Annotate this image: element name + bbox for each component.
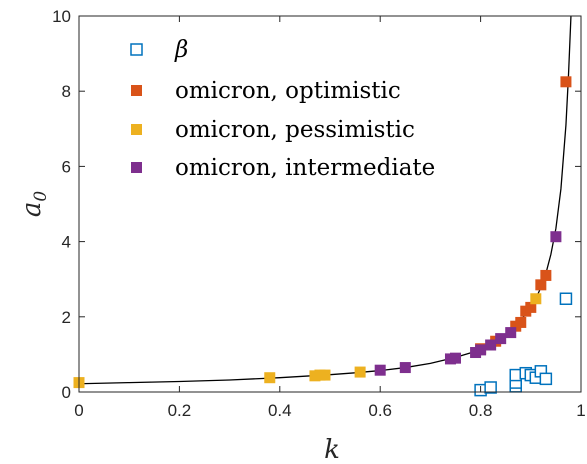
legend-marker-beta bbox=[130, 43, 143, 56]
fit-curve-layer bbox=[79, 16, 572, 385]
legend-marker-intermediate bbox=[131, 162, 142, 173]
legend: β omicron, optimistic omicron, pessimist… bbox=[130, 37, 435, 181]
x-tick-label: 0.8 bbox=[469, 401, 493, 420]
data-point-beta bbox=[559, 292, 573, 305]
fit-curve-line bbox=[79, 16, 572, 385]
y-tick-label: 2 bbox=[62, 308, 71, 327]
y-tick-label: 10 bbox=[52, 7, 71, 26]
legend-label-intermediate: omicron, intermediate bbox=[175, 155, 435, 181]
data-point-intermediate bbox=[505, 327, 517, 339]
data-point-pessimistic bbox=[264, 372, 276, 384]
data-point-pessimistic bbox=[319, 369, 331, 381]
plot-frame bbox=[78, 15, 582, 393]
x-axis-title: k bbox=[324, 435, 340, 464]
data-point-intermediate bbox=[485, 339, 497, 351]
data-point-optimistic bbox=[540, 269, 552, 281]
x-tick-label: 0.6 bbox=[368, 401, 392, 420]
data-points-layer bbox=[73, 76, 573, 397]
data-point-beta bbox=[539, 372, 553, 386]
axis-ticks bbox=[78, 15, 582, 393]
data-point-pessimistic bbox=[530, 293, 542, 305]
y-tick-label: 6 bbox=[62, 157, 71, 176]
y-tick-label: 0 bbox=[62, 383, 71, 402]
y-axis-title-base: a bbox=[17, 202, 47, 218]
data-point-optimistic bbox=[560, 76, 572, 88]
y-axis-title: a0 bbox=[17, 191, 51, 218]
legend-marker-optimistic bbox=[131, 85, 142, 96]
legend-label-optimistic: omicron, optimistic bbox=[175, 78, 401, 104]
x-tick-label: 0.2 bbox=[168, 401, 192, 420]
legend-marker-pessimistic bbox=[131, 124, 142, 135]
x-tick-label: 1 bbox=[576, 401, 585, 420]
data-point-optimistic bbox=[515, 316, 527, 328]
y-axis-title-subscript: 0 bbox=[31, 191, 51, 202]
data-point-beta bbox=[484, 381, 497, 394]
data-point-optimistic bbox=[525, 301, 537, 313]
y-tick-label: 8 bbox=[62, 82, 71, 101]
data-point-intermediate bbox=[495, 333, 507, 345]
data-point-intermediate bbox=[450, 352, 461, 364]
y-tick-label: 4 bbox=[62, 233, 71, 252]
data-point-intermediate bbox=[550, 231, 562, 243]
data-point-optimistic bbox=[535, 279, 547, 291]
legend-label-pessimistic: omicron, pessimistic bbox=[175, 117, 415, 143]
data-point-intermediate bbox=[399, 362, 411, 374]
x-tick-label: 0 bbox=[74, 401, 83, 420]
data-point-intermediate bbox=[374, 364, 386, 376]
legend-label-beta: β bbox=[174, 37, 188, 63]
x-tick-label: 0.4 bbox=[268, 401, 292, 420]
data-point-pessimistic bbox=[354, 366, 366, 378]
data-point-intermediate bbox=[475, 344, 487, 356]
